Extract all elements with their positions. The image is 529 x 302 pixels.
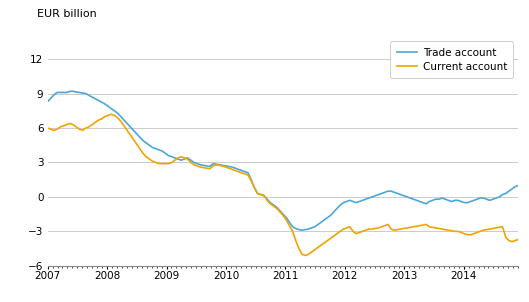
Current account — [108, 112, 114, 116]
Line: Trade account: Trade account — [48, 91, 518, 230]
Current account — [359, 230, 366, 233]
Current account — [515, 238, 522, 241]
Trade account — [299, 228, 305, 232]
Current account — [162, 162, 168, 165]
Line: Current account: Current account — [48, 114, 518, 255]
Legend: Trade account, Current account: Trade account, Current account — [390, 41, 513, 78]
Current account — [44, 126, 51, 130]
Trade account — [159, 149, 165, 153]
Trade account — [130, 129, 136, 132]
Trade account — [44, 100, 51, 104]
Trade account — [67, 89, 73, 93]
Current account — [254, 192, 261, 195]
Trade account — [254, 192, 261, 195]
Trade account — [359, 198, 366, 202]
Trade account — [108, 107, 114, 110]
Trade account — [162, 152, 168, 155]
Text: EUR billion: EUR billion — [37, 9, 97, 19]
Trade account — [515, 184, 522, 187]
Current account — [130, 138, 136, 141]
Current account — [302, 254, 308, 257]
Current account — [105, 114, 111, 117]
Current account — [159, 162, 165, 165]
